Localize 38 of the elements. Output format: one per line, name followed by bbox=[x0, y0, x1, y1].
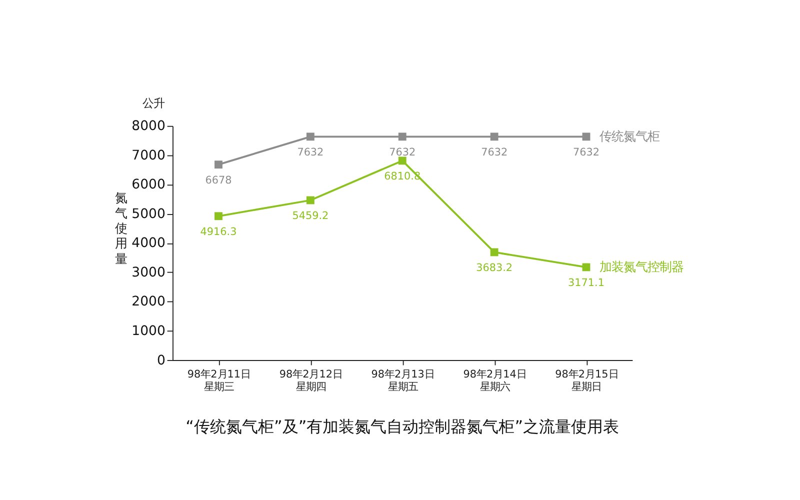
data-label: 7632 bbox=[389, 146, 416, 159]
y-tick-label: 1000 bbox=[132, 324, 166, 340]
point bbox=[582, 263, 590, 272]
y-tick-label: 5000 bbox=[132, 206, 166, 222]
y-axis-title: 氮气使用量 bbox=[114, 191, 127, 266]
point bbox=[490, 248, 498, 256]
y-tick-label: 4000 bbox=[132, 236, 166, 252]
point bbox=[398, 156, 406, 165]
data-label: 7632 bbox=[573, 146, 600, 159]
data-label: 4916.3 bbox=[200, 226, 237, 238]
y-tick-label: 2000 bbox=[132, 294, 166, 310]
data-label: 7632 bbox=[297, 146, 324, 159]
text: “传统氮气柜”及”有加装氮气自动控制器氮气柜”之流量使用表 bbox=[186, 417, 620, 436]
x-tick-label: 98年2月14日星期六 bbox=[463, 368, 526, 393]
point bbox=[306, 196, 314, 204]
point bbox=[490, 132, 498, 141]
x-tick-label: 98年2月11日星期三 bbox=[187, 368, 251, 393]
series-label: 传统氮气柜 bbox=[600, 129, 660, 144]
data-label: 7632 bbox=[481, 146, 508, 159]
data-label: 5459.2 bbox=[292, 210, 329, 222]
point bbox=[398, 132, 406, 141]
text: 公升 bbox=[142, 96, 165, 110]
y-tick-label: 6000 bbox=[132, 178, 166, 193]
y-tick-label: 0 bbox=[156, 353, 166, 368]
point bbox=[214, 212, 222, 220]
point bbox=[582, 132, 590, 141]
series-label: 加装氮气控制器 bbox=[600, 260, 684, 274]
point bbox=[306, 132, 314, 141]
x-tick-label: 98年2月12日星期四 bbox=[279, 368, 342, 393]
y-tick-label: 7000 bbox=[132, 148, 166, 164]
y-tick-label: 3000 bbox=[132, 265, 166, 280]
data-label: 3683.2 bbox=[476, 262, 513, 274]
x-tick-label: 98年2月15日星期日 bbox=[555, 368, 618, 393]
point bbox=[214, 160, 222, 169]
y-tick-label: 8000 bbox=[132, 119, 166, 134]
data-label: 6678 bbox=[205, 174, 232, 187]
data-label: 3171.1 bbox=[568, 277, 604, 290]
x-tick-label: 98年2月13日星期五 bbox=[371, 368, 434, 393]
